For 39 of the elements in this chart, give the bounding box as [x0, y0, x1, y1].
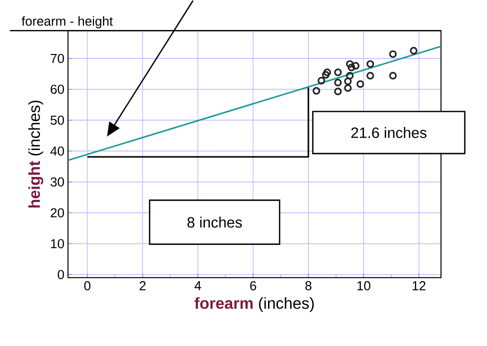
- point: [389, 50, 397, 58]
- point: [334, 68, 342, 76]
- point: [312, 87, 320, 95]
- x-axis-title: forearm (inches): [194, 297, 314, 312]
- point: [344, 84, 352, 92]
- x-tick-label: 6: [250, 281, 256, 291]
- point: [366, 72, 374, 80]
- y-tick-label: 40: [50, 146, 64, 156]
- y-tick-label: 50: [50, 116, 64, 125]
- point: [352, 62, 360, 70]
- y-tick-label: 0: [58, 270, 64, 280]
- point: [322, 71, 330, 79]
- point: [410, 47, 418, 55]
- point: [366, 60, 374, 68]
- x-tick-label: 8: [305, 281, 312, 291]
- point: [334, 78, 342, 86]
- annotation: 21.6 inches: [351, 127, 426, 138]
- x-tick-label: 0: [84, 281, 90, 291]
- point: [334, 88, 342, 96]
- y-axis-title: height (inches): [28, 100, 44, 208]
- x-tick-label: 12: [412, 281, 426, 290]
- y-tick-label: 10: [51, 239, 64, 248]
- y-tick-label: 30: [50, 178, 64, 187]
- x-tick-label: 10: [357, 281, 370, 291]
- point: [346, 60, 354, 68]
- y-tick-label: 60: [50, 84, 64, 94]
- chart-title: forearm - height: [22, 16, 113, 29]
- point: [348, 64, 356, 72]
- x-tick-label: 4: [194, 281, 202, 290]
- y-tick-label: 20: [50, 208, 64, 218]
- point: [389, 72, 397, 80]
- y-tick-label: 70: [50, 54, 64, 64]
- annotation: 8 inches: [187, 216, 242, 228]
- point: [356, 80, 364, 88]
- point: [318, 77, 326, 85]
- point: [323, 68, 331, 76]
- point: [346, 72, 354, 80]
- x-tick-label: 2: [140, 281, 146, 290]
- point: [344, 78, 352, 86]
